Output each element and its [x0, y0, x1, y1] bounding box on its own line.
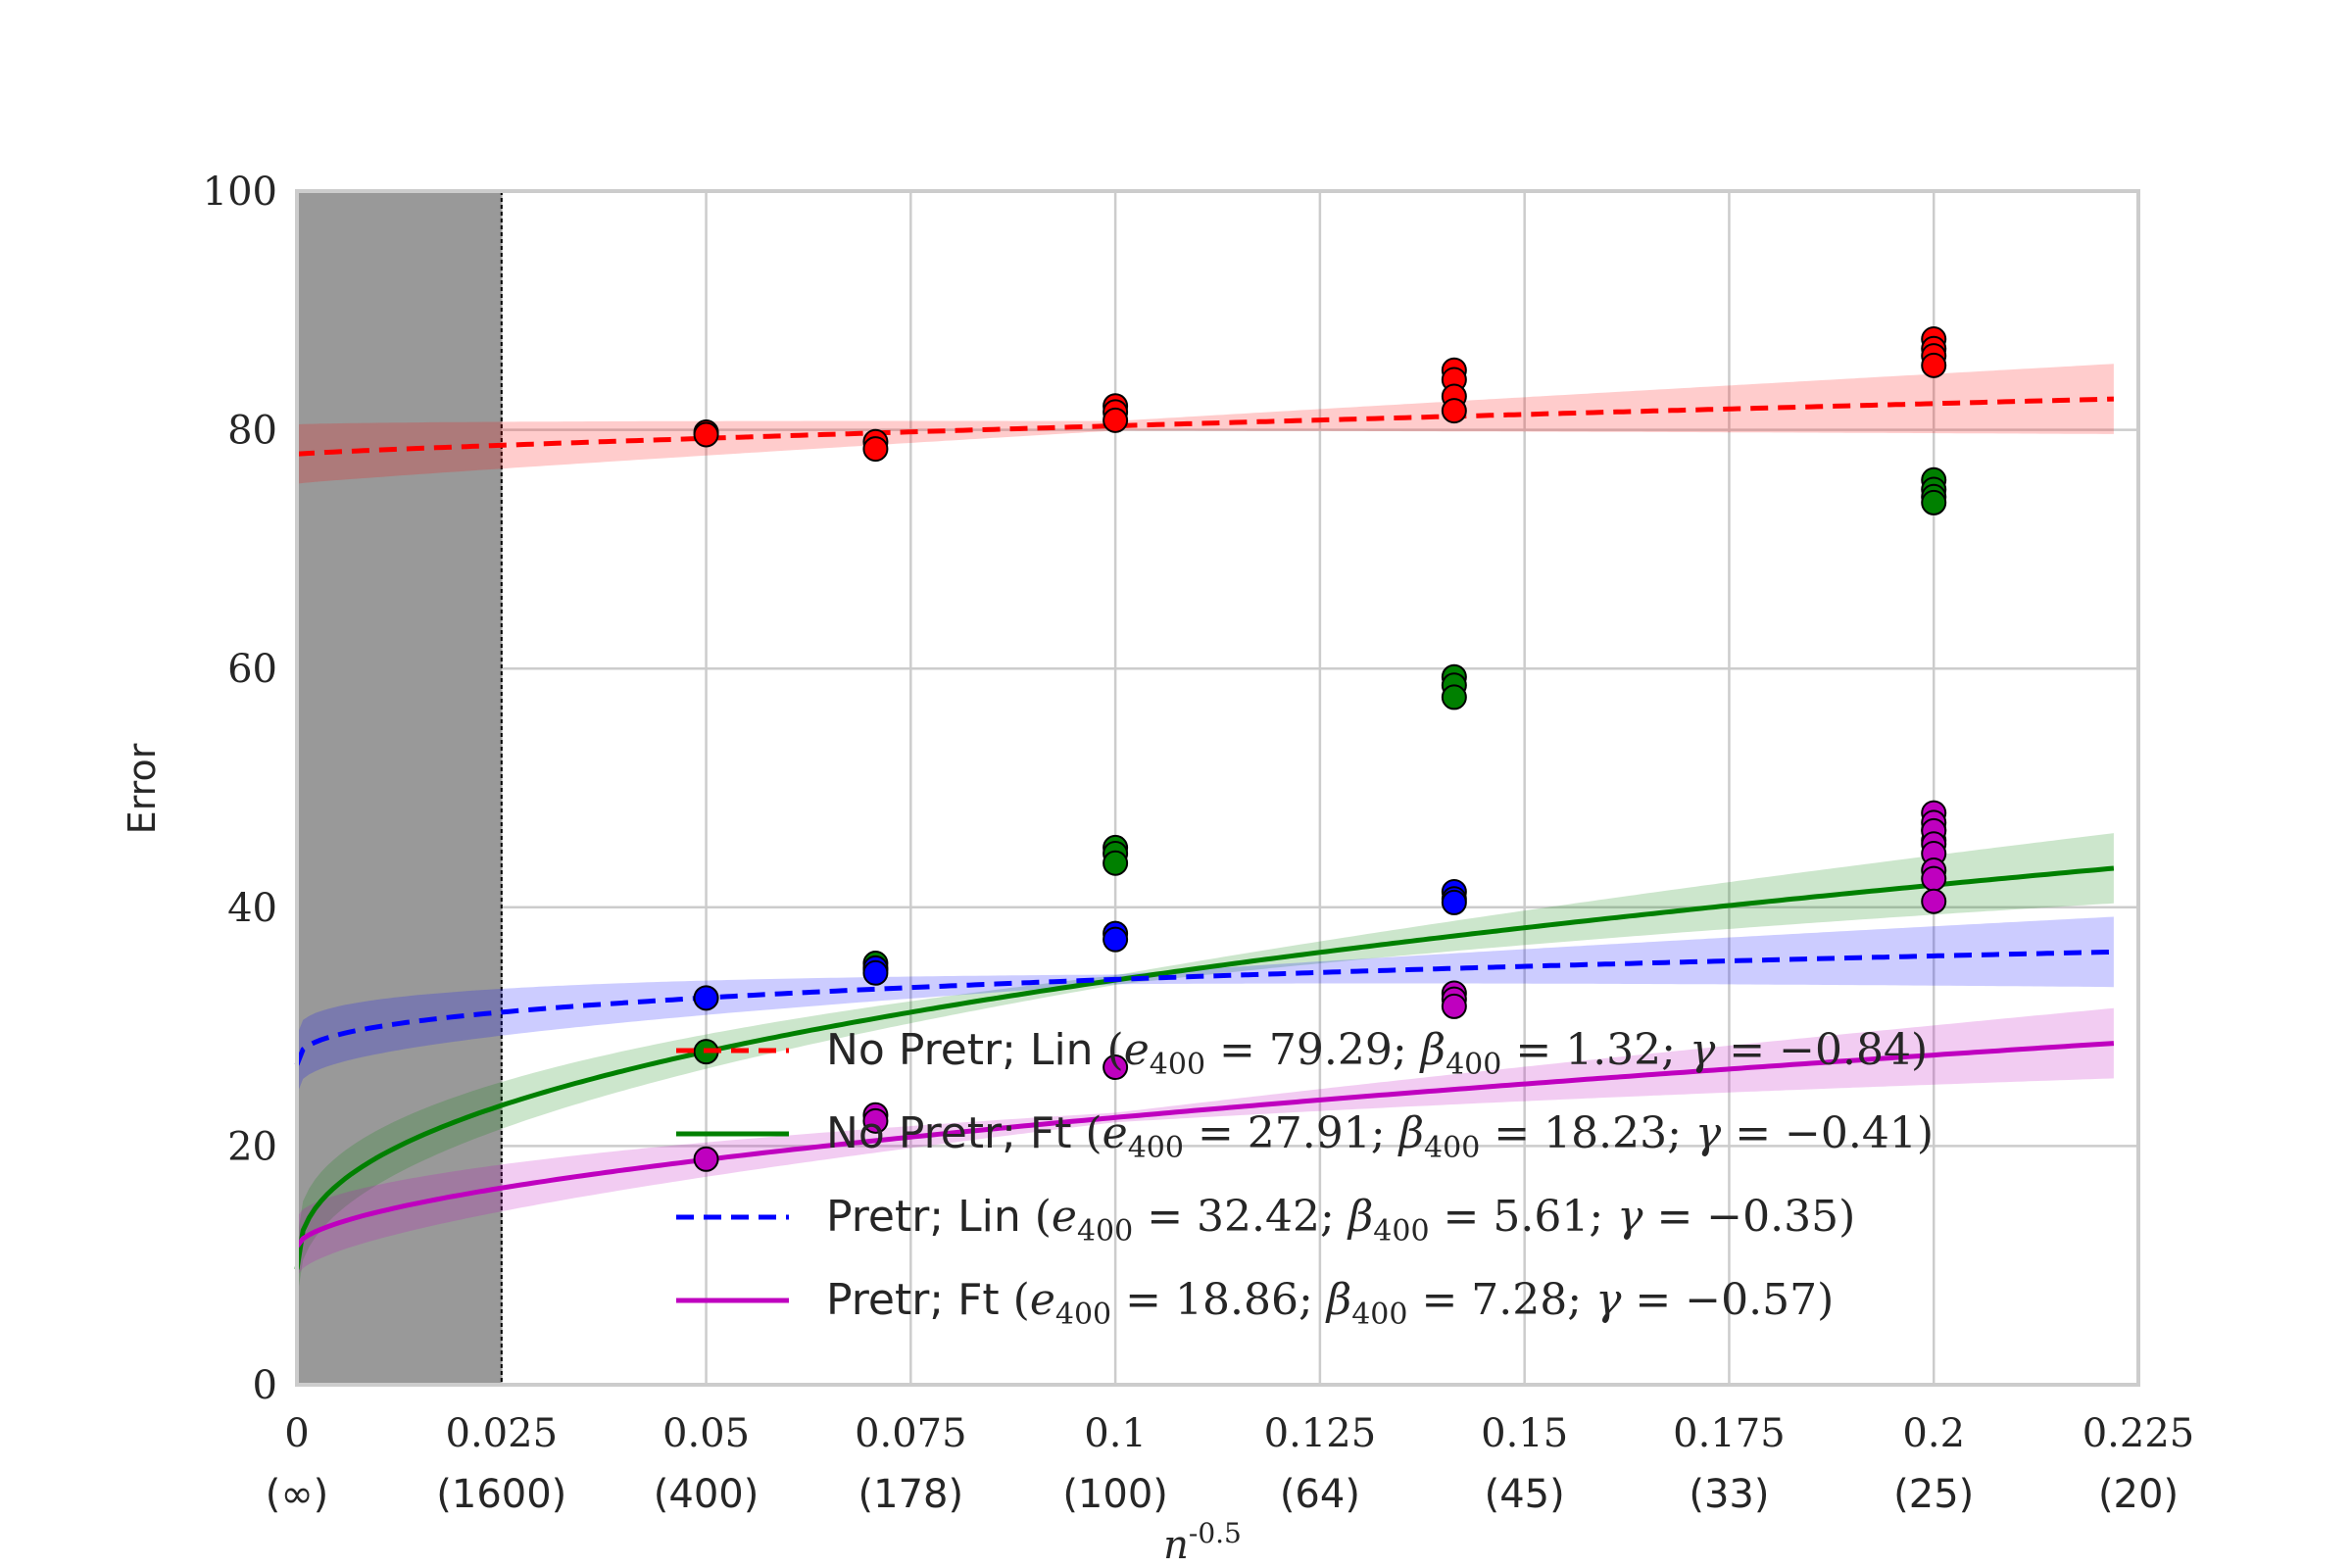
x-tick-label: 0.125	[1264, 1411, 1377, 1456]
plot-frame	[295, 189, 2140, 1387]
x-tick-label: 0.15	[1481, 1411, 1568, 1456]
fit-curve-2	[294, 949, 2114, 1066]
plot-background	[297, 191, 2138, 1385]
data-point-2	[862, 959, 889, 986]
legend-label-1: No Pretr; Ft (e400 = 27.91; β400 = 18.23…	[826, 1108, 1934, 1165]
legend-label-0: No Pretr; Lin (e400 = 79.29; β400 = 1.32…	[826, 1025, 1928, 1082]
axes-frame	[295, 189, 2140, 1387]
x-tick-sublabel: (20)	[2098, 1472, 2179, 1517]
x-tick-sublabel: (45)	[1485, 1472, 1565, 1517]
x-tick-label: 0.075	[855, 1411, 967, 1456]
x-tick-sublabel: (64)	[1280, 1472, 1360, 1517]
legend-label-2: Pretr; Lin (e400 = 32.42; β400 = 5.61; γ…	[826, 1192, 1855, 1249]
data-point-1	[1102, 850, 1129, 876]
x-tick-label: 0.05	[662, 1411, 750, 1456]
data-point-3	[1441, 993, 1467, 1019]
legend-label-3: Pretr; Ft (e400 = 18.86; β400 = 7.28; γ …	[826, 1275, 1834, 1332]
x-tick-label: 0	[284, 1411, 309, 1456]
x-tick-sublabel: (33)	[1689, 1472, 1769, 1517]
data-point-3	[1921, 888, 1947, 914]
fit-curve-1	[294, 865, 2115, 1270]
data-point-1	[1441, 684, 1467, 710]
x-tick-label: 0.1	[1084, 1411, 1147, 1456]
data-point-3	[1921, 865, 1947, 892]
y-tick-label: 20	[227, 1124, 277, 1169]
data-point-3	[1102, 1054, 1129, 1081]
x-tick-sublabel: (1600)	[436, 1472, 566, 1517]
x-tick-label: 0.025	[446, 1411, 559, 1456]
x-tick-label: 0.225	[2082, 1411, 2195, 1456]
shaded-extrapolation-region	[297, 191, 502, 1385]
fit-curve-0	[296, 396, 2114, 457]
data-point-0	[1102, 407, 1129, 433]
x-tick-label: 0.2	[1902, 1411, 1965, 1456]
plot-area	[297, 191, 2138, 1385]
data-point-0	[862, 436, 889, 463]
x-tick-sublabel: (25)	[1893, 1472, 1974, 1517]
data-points	[693, 326, 1947, 1172]
fit-curves	[294, 396, 2115, 1270]
legend: No Pretr; Lin (e400 = 79.29; β400 = 1.32…	[676, 1025, 1934, 1332]
y-axis-label: Error	[121, 743, 164, 834]
y-tick-label: 40	[227, 886, 277, 931]
fit-curve-3	[295, 1041, 2115, 1249]
tick-labels: 0 (∞) 0.025 (1600) 0.05 (400) 0.075 (178) 0.1 (10…	[203, 170, 2195, 1517]
y-tick-label: 80	[227, 409, 277, 454]
data-point-3	[693, 1146, 719, 1172]
data-point-3	[862, 1107, 889, 1134]
data-point-1	[1921, 489, 1947, 515]
data-point-0	[1921, 352, 1947, 378]
x-tick-sublabel: (178)	[858, 1472, 964, 1517]
data-point-0	[1441, 398, 1467, 424]
y-tick-label: 0	[253, 1363, 277, 1408]
data-point-0	[693, 421, 719, 448]
data-point-2	[693, 985, 719, 1011]
y-tick-label: 100	[203, 170, 277, 215]
x-tick-label: 0.175	[1673, 1411, 1786, 1456]
x-tick-sublabel: (∞)	[266, 1472, 329, 1517]
x-tick-sublabel: (400)	[654, 1472, 760, 1517]
data-point-2	[1102, 926, 1129, 953]
y-tick-label: 60	[227, 647, 277, 692]
data-point-2	[1441, 889, 1467, 915]
x-axis-label: n-0.5	[1163, 1517, 1242, 1568]
x-tick-sublabel: (100)	[1062, 1472, 1168, 1517]
